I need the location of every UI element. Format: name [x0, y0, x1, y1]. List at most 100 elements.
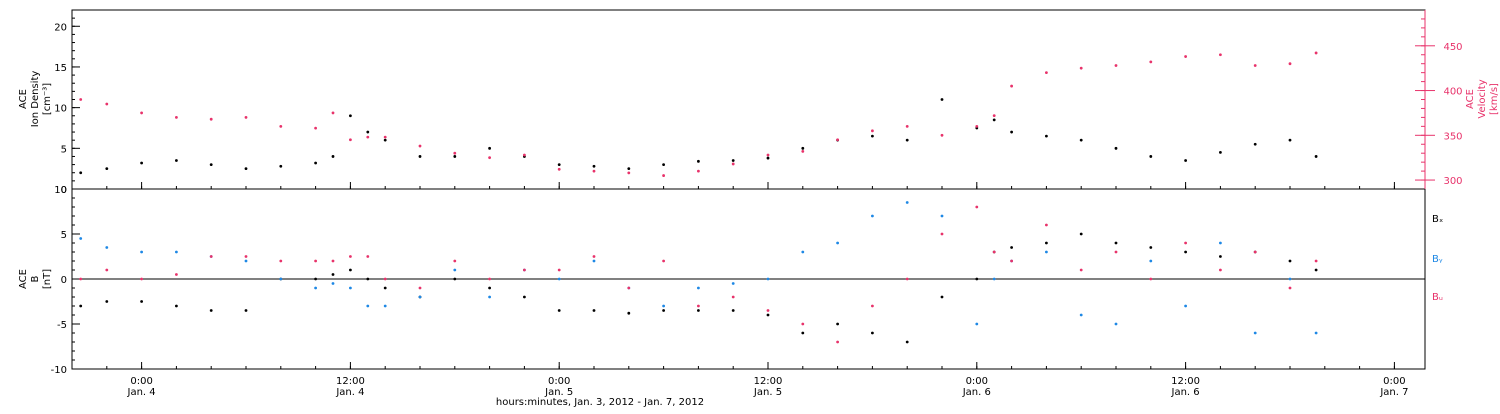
bx-point	[801, 331, 805, 335]
bz-point	[1149, 277, 1153, 281]
bz-point	[1314, 259, 1318, 263]
density-point	[662, 163, 665, 166]
velocity-point	[79, 98, 83, 101]
velocity-point	[244, 116, 248, 119]
density-point	[244, 167, 248, 171]
bottom-left-axis-line-1: ACE	[18, 269, 29, 289]
x-tick-time-3: 12:00	[754, 376, 783, 387]
bx-point	[79, 304, 83, 308]
bx-point	[592, 309, 596, 312]
bz-point	[627, 286, 631, 290]
bx-point	[366, 277, 370, 281]
bottom-left-axis-line-3: [nT]	[42, 269, 53, 289]
bz-point	[1219, 268, 1222, 272]
bz-point	[697, 304, 700, 308]
velocity-point	[697, 169, 700, 173]
bx-point	[1219, 255, 1222, 258]
velocity-point	[1253, 64, 1257, 67]
bz-point	[940, 232, 944, 236]
by-point	[140, 250, 144, 254]
bx-point	[940, 295, 944, 299]
density-point	[279, 164, 283, 168]
top-left-ytick-label-0: 0	[61, 185, 67, 196]
top-left-ytick-label-4: 20	[54, 22, 67, 33]
density-point	[140, 161, 144, 165]
top-right-ytick-label-3: 450	[1443, 42, 1462, 53]
velocity-point	[1149, 60, 1153, 64]
velocity-point	[627, 171, 631, 175]
top-left-axis-line-3: [cm⁻³]	[42, 83, 53, 115]
bz-point	[349, 255, 352, 258]
by-point	[314, 286, 317, 290]
legend-bx: Bₓ	[1432, 214, 1443, 225]
velocity-point	[488, 156, 491, 160]
velocity-point	[314, 126, 317, 130]
velocity-point	[940, 133, 944, 137]
x-tick-time-1: 12:00	[336, 376, 365, 387]
density-point	[383, 138, 387, 142]
by-point	[1114, 322, 1118, 326]
bx-point	[1045, 241, 1048, 245]
velocity-point	[140, 111, 144, 115]
bx-point	[627, 311, 631, 315]
bx-point	[662, 309, 665, 312]
density-point	[105, 167, 109, 171]
x-tick-date-0: Jan. 4	[127, 387, 156, 398]
top-left-axis-line-1: ACE	[18, 89, 29, 109]
velocity-point	[557, 167, 561, 171]
bz-point	[79, 277, 83, 281]
velocity-point	[1045, 71, 1048, 75]
bx-point	[1114, 241, 1118, 245]
bx-point	[1184, 250, 1187, 254]
bx-point	[871, 331, 874, 335]
bz-point	[766, 309, 770, 312]
velocity-point	[662, 174, 665, 177]
by-point	[992, 277, 996, 281]
by-point	[592, 259, 596, 263]
by-point	[331, 282, 335, 285]
top-left-ytick-label-3: 15	[54, 63, 67, 74]
bz-point	[209, 255, 213, 258]
by-point	[279, 277, 283, 281]
bz-point	[557, 268, 561, 272]
top-panel-frame	[71, 9, 1426, 190]
x-tick-date-4: Jan. 6	[962, 387, 991, 398]
bz-point	[1079, 268, 1083, 272]
bz-point	[523, 268, 526, 272]
density-point	[592, 164, 596, 168]
bx-point	[1149, 246, 1153, 249]
x-tick-date-6: Jan. 7	[1379, 387, 1408, 398]
velocity-point	[1114, 64, 1118, 67]
by-point	[175, 250, 178, 254]
bx-point	[1314, 268, 1318, 272]
by-point	[1079, 313, 1083, 317]
bz-point	[279, 259, 283, 263]
x-axis-title: hours:minutes, Jan. 3, 2012 - Jan. 7, 20…	[496, 397, 704, 408]
density-point	[1253, 142, 1257, 146]
bx-point	[731, 309, 735, 312]
velocity-point	[801, 150, 805, 153]
bx-point	[331, 273, 335, 276]
bz-point	[1010, 259, 1013, 263]
by-point	[488, 295, 491, 299]
legend-bz: Bᵤ	[1432, 292, 1443, 303]
bz-point	[1288, 286, 1292, 290]
marks-layer	[79, 51, 1318, 344]
bx-point	[453, 277, 457, 281]
legend-layer: Bₓ Bᵧ Bᵤ	[1432, 214, 1443, 303]
velocity-point	[731, 162, 735, 166]
x-tick-time-6: 0:00	[1383, 376, 1405, 387]
density-point	[349, 114, 352, 118]
bx-point	[105, 300, 109, 303]
by-point	[801, 250, 805, 254]
by-point	[1219, 241, 1222, 245]
by-point	[662, 304, 665, 308]
velocity-point	[975, 124, 979, 128]
velocity-point	[331, 111, 335, 115]
bx-point	[697, 309, 700, 312]
density-point	[418, 155, 422, 158]
density-point	[1079, 138, 1083, 142]
top-left-axis-title: ACE Ion Density [cm⁻³]	[18, 71, 53, 128]
velocity-point	[1184, 55, 1187, 58]
